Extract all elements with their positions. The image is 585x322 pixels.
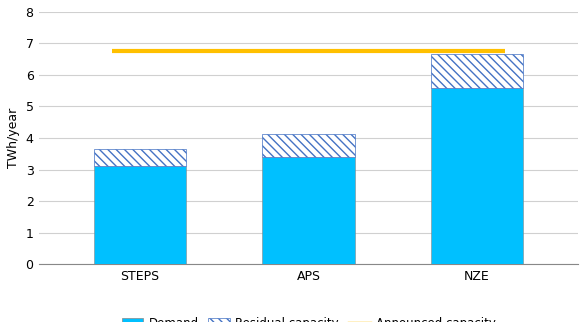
Bar	[431, 88, 524, 264]
Bar	[94, 149, 187, 166]
Bar	[431, 54, 524, 88]
Y-axis label: TWh/year: TWh/year	[7, 108, 20, 168]
Bar	[262, 134, 355, 157]
Legend: Demand, Residual capacity, Announced capacity: Demand, Residual capacity, Announced cap…	[118, 314, 499, 322]
Bar	[262, 157, 355, 264]
Bar	[94, 166, 187, 264]
